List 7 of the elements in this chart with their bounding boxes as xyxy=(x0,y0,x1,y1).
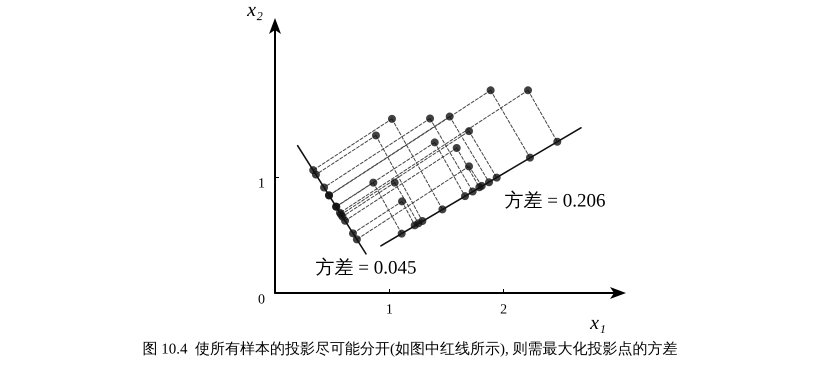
annotation: 方差 = 0.206 xyxy=(504,190,606,212)
x-axis-title: x₁ xyxy=(589,312,606,334)
y-axis-title: x₂ xyxy=(246,0,264,21)
x-tick-label: 2 xyxy=(500,302,508,318)
caption: 图 10.4 使所有样本的投影尽可能分开(如图中红线所示), 则需最大化投影点的方差 xyxy=(142,340,678,358)
y-tick-label: 0 xyxy=(258,292,265,308)
annotation: 方差 = 0.045 xyxy=(316,256,416,278)
